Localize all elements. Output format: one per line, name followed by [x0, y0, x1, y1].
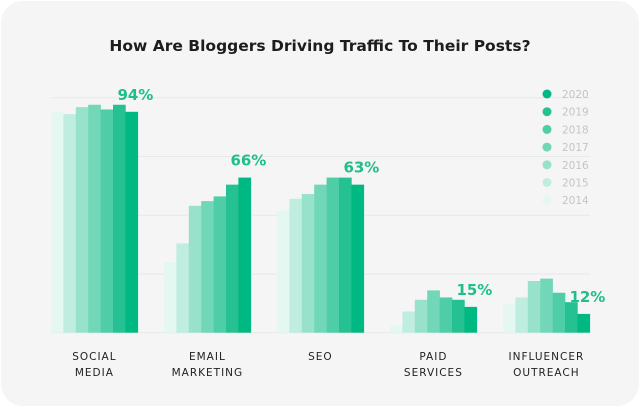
legend-swatch [542, 89, 552, 99]
legend-label: 2019 [562, 107, 589, 119]
bar-2019 [452, 299, 465, 333]
bar-2020 [125, 111, 139, 333]
legend-swatch [542, 107, 552, 117]
bar-2017 [88, 104, 101, 333]
legend-swatch [542, 124, 552, 134]
bar-2020 [464, 306, 478, 333]
bar-2019 [339, 177, 352, 333]
legend-swatch [542, 178, 552, 187]
bar-2019 [113, 104, 126, 333]
category-label: OUTREACH [513, 367, 580, 379]
category-label: INFLUENCER [509, 351, 585, 363]
bar-2019 [226, 184, 239, 333]
bar-2014 [390, 325, 403, 333]
bar-2017 [314, 184, 327, 333]
legend-swatch [542, 142, 552, 152]
data-label: 94% [117, 86, 153, 104]
bar-2019 [565, 302, 578, 333]
legend-label: 2016 [562, 160, 589, 172]
legend-label: 2014 [562, 195, 589, 207]
legend-label: 2018 [562, 124, 589, 136]
bar-2017 [540, 278, 553, 333]
bar-2016 [301, 194, 315, 333]
legend-label: 2020 [562, 89, 589, 101]
category-label: EMAIL [189, 351, 226, 363]
legend-label: 2017 [562, 142, 589, 154]
bar-2016 [75, 107, 89, 333]
data-label: 66% [230, 152, 266, 170]
bar-2015 [402, 311, 416, 333]
legend-swatch [542, 160, 552, 170]
bar-2014 [164, 262, 177, 333]
bar-2017 [427, 290, 440, 333]
data-label: 15% [456, 281, 492, 299]
bar-2018 [439, 297, 453, 333]
bar-2020 [238, 177, 252, 333]
bar-2014 [503, 304, 516, 333]
category-label: SOCIAL [72, 351, 116, 363]
legend-label: 2015 [562, 178, 589, 190]
bar-2018 [552, 292, 566, 333]
category-label: MARKETING [172, 367, 244, 379]
category-label: MEDIA [75, 367, 114, 379]
bar-2017 [201, 201, 214, 333]
bar-2020 [351, 184, 365, 333]
bar-2018 [213, 196, 227, 333]
bar-2020 [577, 313, 591, 333]
bar-2016 [414, 299, 428, 333]
data-label: 63% [343, 159, 379, 177]
category-label: PAID [419, 351, 447, 363]
chart-title: How Are Bloggers Driving Traffic To Thei… [109, 37, 530, 55]
bar-2015 [515, 297, 529, 333]
bar-2016 [188, 205, 202, 333]
bar-2014 [51, 111, 64, 333]
data-label: 12% [569, 288, 605, 306]
bar-2014 [277, 210, 290, 333]
bar-2018 [100, 109, 114, 333]
bar-2015 [289, 198, 303, 333]
bar-2015 [63, 114, 77, 333]
bar-2016 [527, 281, 541, 333]
bar-2018 [326, 177, 340, 333]
bar-2015 [176, 243, 190, 333]
category-label: SEO [308, 351, 333, 363]
category-label: SERVICES [404, 367, 463, 379]
legend-swatch [542, 195, 552, 205]
